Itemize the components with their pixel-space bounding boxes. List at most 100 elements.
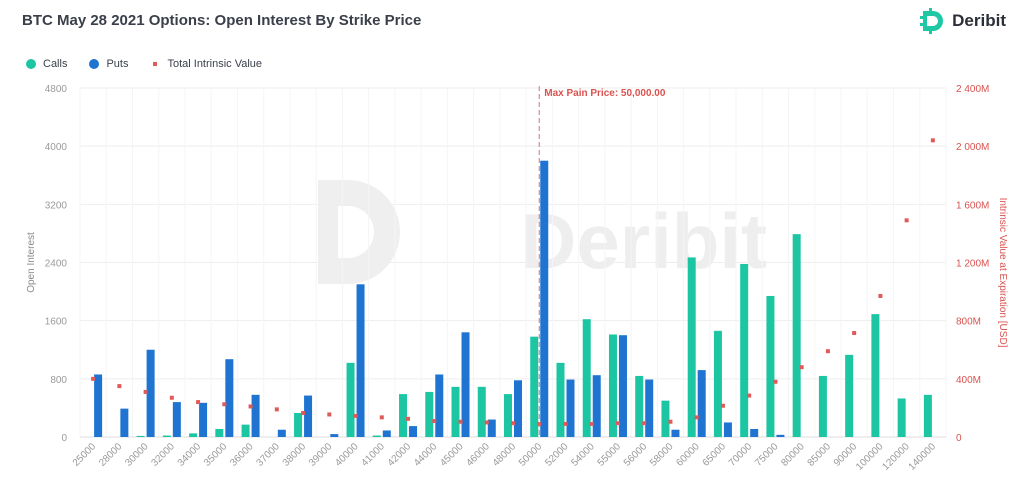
point-intrinsic-80000 [799,365,804,370]
x-tick-label: 39000 [307,441,335,469]
max-pain-label: Max Pain Price: 50,000.00 [544,88,666,99]
y-right-tick-label: 1 200M [956,259,989,270]
bar-calls-120000 [897,398,906,437]
y-left-axis-label: Open Interest [26,232,37,293]
bar-puts-45000 [461,332,470,437]
y-right-tick-label: 1 600M [956,200,989,211]
y-left-tick-label: 3200 [45,200,68,211]
point-intrinsic-58000 [668,419,673,424]
bar-puts-65000 [723,422,732,437]
watermark-text: Deribit [520,197,767,285]
x-tick-label: 80000 [779,441,807,469]
chart-title: BTC May 28 2021 Options: Open Interest B… [22,12,422,29]
x-tick-label: 38000 [281,441,309,469]
point-intrinsic-28000 [117,384,122,389]
bar-calls-80000 [792,234,801,437]
point-intrinsic-75000 [773,379,778,384]
point-intrinsic-42000 [406,416,411,421]
bar-calls-41000 [372,435,381,437]
bar-puts-37000 [277,429,286,437]
bar-puts-44000 [435,374,444,437]
bar-calls-32000 [162,435,171,437]
x-tick-label: 34000 [176,441,204,469]
bar-puts-50000 [540,160,549,438]
point-intrinsic-34000 [196,400,201,405]
bar-calls-44000 [425,391,434,437]
bar-puts-41000 [382,430,391,437]
bar-puts-39000 [330,434,339,437]
y-right-tick-label: 400M [956,375,981,386]
x-tick-label: 25000 [71,441,99,469]
x-tick-label: 75000 [753,441,781,469]
point-intrinsic-39000 [327,412,332,417]
point-intrinsic-45000 [458,419,463,424]
point-intrinsic-55000 [615,421,620,426]
point-intrinsic-48000 [511,421,515,426]
y-right-tick-label: 800M [956,317,981,328]
bar-calls-52000 [556,362,565,437]
point-intrinsic-140000 [930,138,935,143]
legend-label-calls: Calls [43,58,68,70]
chart-legend: Calls Puts Total Intrinsic Value [26,58,284,70]
bar-calls-36000 [241,424,250,437]
x-tick-label: 37000 [254,441,282,469]
x-tick-label: 35000 [202,441,230,469]
legend-swatch-calls [26,59,36,69]
x-tick-label: 28000 [97,441,125,469]
bar-calls-42000 [399,394,408,437]
bar-calls-85000 [818,375,827,437]
x-tick-label: 30000 [123,441,151,469]
point-intrinsic-85000 [825,349,830,354]
point-intrinsic-100000 [878,293,883,298]
bar-calls-100000 [871,314,880,437]
x-tick-label: 45000 [438,441,466,469]
bar-calls-60000 [687,257,696,437]
point-intrinsic-120000 [904,218,909,223]
bar-calls-38000 [294,413,303,437]
watermark-icon [318,180,400,284]
legend-item-intrinsic[interactable]: Total Intrinsic Value [150,58,262,70]
x-tick-label: 55000 [596,441,624,469]
y-right-axis-label: Intrinsic Value at Expiration [USD] [997,198,1008,348]
bar-puts-46000 [487,419,496,437]
x-tick-label: 70000 [727,441,755,469]
point-intrinsic-65000 [720,403,725,408]
point-intrinsic-41000 [379,415,384,420]
bar-calls-48000 [504,394,512,437]
bar-calls-56000 [635,375,644,437]
point-intrinsic-60000 [694,415,699,420]
x-tick-label: 40000 [333,441,361,469]
point-intrinsic-35000 [222,402,227,407]
bar-puts-40000 [356,284,365,437]
deribit-logo-icon [920,8,944,34]
point-intrinsic-32000 [169,395,174,400]
legend-label-intrinsic: Total Intrinsic Value [167,58,263,70]
point-intrinsic-25000 [91,376,96,381]
x-tick-label: 42000 [386,441,414,469]
x-tick-label: 54000 [569,441,597,469]
bar-puts-48000 [514,380,522,437]
y-left-tick-label: 4800 [45,84,68,95]
point-intrinsic-52000 [563,421,568,426]
bar-calls-46000 [477,386,486,437]
bar-puts-36000 [251,394,260,437]
point-intrinsic-56000 [642,421,647,426]
bar-puts-54000 [592,375,601,437]
point-intrinsic-36000 [248,404,253,409]
bar-puts-42000 [409,426,418,437]
x-tick-label: 60000 [674,441,702,469]
bar-calls-34000 [189,433,198,437]
legend-item-puts[interactable]: Puts [89,58,128,70]
x-tick-label: 41000 [359,441,387,469]
brand-logo: Deribit [920,8,1006,34]
bar-puts-30000 [146,349,155,437]
bar-puts-55000 [618,335,627,437]
legend-item-calls[interactable]: Calls [26,58,67,70]
bar-calls-70000 [740,263,749,437]
x-tick-label: 85000 [806,441,834,469]
brand-name: Deribit [952,11,1006,30]
x-tick-label: 140000 [907,441,939,473]
x-tick-label: 48000 [491,441,519,469]
bar-puts-75000 [776,434,785,437]
